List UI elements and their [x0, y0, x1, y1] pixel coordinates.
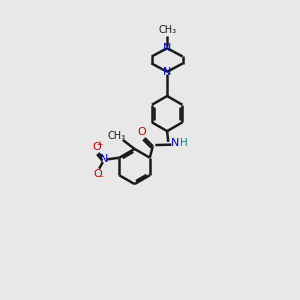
Text: O: O: [92, 142, 101, 152]
Text: N: N: [171, 138, 179, 148]
Text: N: N: [163, 67, 171, 77]
Text: N: N: [163, 43, 171, 53]
Text: ⁻: ⁻: [98, 174, 103, 184]
Text: O: O: [137, 127, 146, 137]
Text: CH₃: CH₃: [108, 131, 126, 141]
Text: O: O: [93, 169, 102, 179]
Text: H: H: [180, 138, 188, 148]
Text: N: N: [100, 154, 108, 164]
Text: CH₃: CH₃: [158, 25, 176, 34]
Text: +: +: [96, 140, 103, 148]
